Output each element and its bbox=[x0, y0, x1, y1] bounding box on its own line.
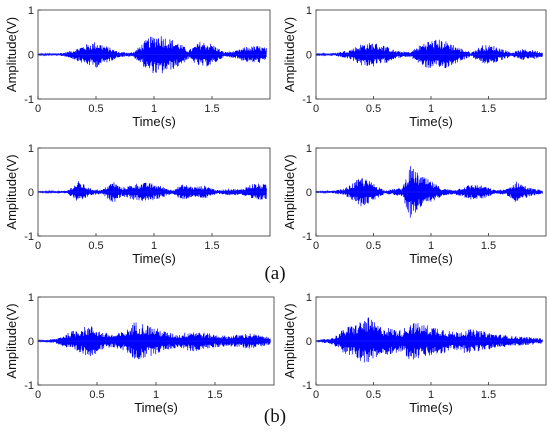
y-tick-label: 1 bbox=[306, 5, 312, 17]
x-tick-label: 1.5 bbox=[204, 240, 219, 252]
y-tick-label: -1 bbox=[24, 231, 34, 243]
x-tick-label: 1.5 bbox=[481, 103, 496, 115]
x-tick-label: 0 bbox=[35, 240, 41, 252]
y-tick-label: -1 bbox=[302, 94, 312, 106]
y-tick-label: 1 bbox=[28, 292, 34, 304]
x-tick-label: 1 bbox=[428, 389, 434, 401]
y-tick-label: 1 bbox=[28, 143, 34, 155]
x-tick-label: 0 bbox=[35, 389, 41, 401]
x-tick-label: 0.5 bbox=[366, 103, 381, 115]
y-tick-label: -1 bbox=[24, 380, 34, 392]
y-axis-label: Amplitude(V) bbox=[282, 17, 297, 92]
y-axis-label: Amplitude(V) bbox=[282, 303, 297, 378]
y-tick-label: 0 bbox=[306, 50, 312, 62]
x-tick-label: 0.5 bbox=[366, 389, 381, 401]
x-tick-label: 1.5 bbox=[204, 103, 219, 115]
x-tick-label: 1 bbox=[428, 103, 434, 115]
x-tick-label: 1 bbox=[153, 389, 159, 401]
y-tick-label: 0 bbox=[28, 336, 34, 348]
y-tick-label: 0 bbox=[306, 187, 312, 199]
x-tick-label: 1 bbox=[151, 103, 157, 115]
x-tick-label: 0.5 bbox=[366, 240, 381, 252]
y-tick-label: 0 bbox=[28, 187, 34, 199]
waveform-series bbox=[37, 181, 267, 202]
waveform-series bbox=[315, 39, 543, 69]
x-tick-label: 1 bbox=[428, 240, 434, 252]
x-axis-label: Time(s) bbox=[409, 400, 453, 415]
y-tick-label: -1 bbox=[302, 380, 312, 392]
caption-a: (a) bbox=[264, 263, 285, 284]
waveform-series bbox=[315, 317, 543, 363]
y-axis-label: Amplitude(V) bbox=[282, 154, 297, 229]
x-tick-label: 1.5 bbox=[481, 240, 496, 252]
y-tick-label: -1 bbox=[302, 231, 312, 243]
x-tick-label: 0 bbox=[35, 103, 41, 115]
x-axis-label: Time(s) bbox=[409, 114, 453, 129]
x-tick-label: 1.5 bbox=[207, 389, 222, 401]
x-axis-label: Time(s) bbox=[134, 400, 178, 415]
caption-b: (b) bbox=[264, 406, 286, 427]
y-axis-label: Amplitude(V) bbox=[4, 303, 19, 378]
y-tick-label: -1 bbox=[24, 94, 34, 106]
y-axis-label: Amplitude(V) bbox=[4, 17, 19, 92]
y-axis-label: Amplitude(V) bbox=[4, 154, 19, 229]
y-tick-label: 1 bbox=[306, 292, 312, 304]
x-axis-label: Time(s) bbox=[409, 251, 453, 266]
y-tick-label: 1 bbox=[306, 143, 312, 155]
x-tick-label: 0 bbox=[313, 240, 319, 252]
waveform-series bbox=[37, 322, 271, 360]
x-tick-label: 0.5 bbox=[88, 103, 103, 115]
x-tick-label: 1.5 bbox=[481, 389, 496, 401]
y-tick-label: 0 bbox=[306, 336, 312, 348]
x-axis-label: Time(s) bbox=[132, 251, 176, 266]
x-tick-label: 0.5 bbox=[89, 389, 104, 401]
y-tick-label: 0 bbox=[28, 50, 34, 62]
y-tick-label: 1 bbox=[28, 5, 34, 17]
x-tick-label: 0 bbox=[313, 103, 319, 115]
x-axis-label: Time(s) bbox=[132, 114, 176, 129]
x-tick-label: 0 bbox=[313, 389, 319, 401]
waveform-series bbox=[315, 166, 543, 218]
x-tick-label: 0.5 bbox=[88, 240, 103, 252]
x-tick-label: 1 bbox=[151, 240, 157, 252]
